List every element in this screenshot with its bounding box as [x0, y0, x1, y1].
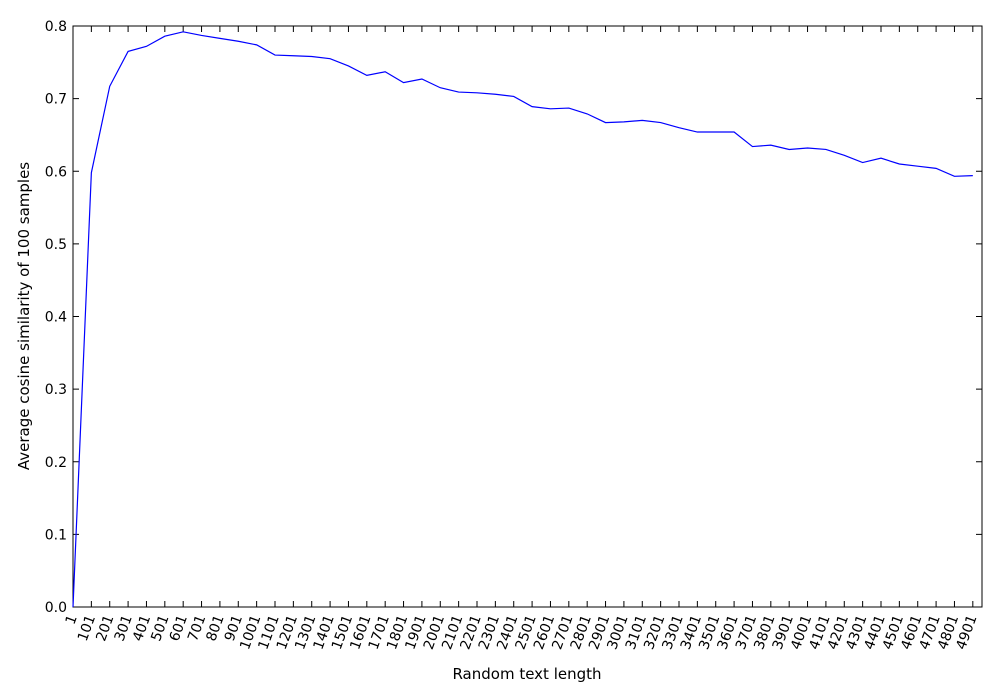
data-point: [935, 167, 937, 169]
data-point: [513, 95, 515, 97]
data-point: [347, 65, 349, 67]
y-tick-label: 0.6: [45, 164, 67, 180]
x-tick-label: 1: [63, 613, 81, 627]
y-tick-label: 0.4: [45, 310, 67, 326]
data-point: [201, 34, 203, 36]
plot-area: [72, 25, 983, 608]
data-point: [145, 45, 147, 47]
data-point: [733, 131, 735, 133]
data-point: [403, 82, 405, 84]
data-point: [917, 165, 919, 167]
data-point: [696, 131, 698, 133]
data-point: [274, 54, 276, 56]
data-point: [843, 154, 845, 156]
data-point: [256, 44, 258, 46]
series-line: [72, 31, 973, 608]
data-point: [439, 87, 441, 89]
data-point: [219, 37, 221, 39]
data-point: [862, 162, 864, 164]
data-point: [421, 78, 423, 80]
y-axis-title: Average cosine similarity of 100 samples: [15, 162, 33, 470]
data-point: [109, 85, 111, 87]
data-point: [641, 119, 643, 121]
data-point: [458, 91, 460, 93]
y-tick-label: 0.0: [45, 600, 67, 616]
data-point: [329, 58, 331, 60]
data-point: [237, 40, 239, 42]
data-point: [72, 606, 74, 608]
x-axis-title: Random text length: [452, 665, 601, 683]
data-point: [807, 147, 809, 149]
data-point: [568, 107, 570, 109]
data-point: [660, 122, 662, 124]
data-point: [531, 106, 533, 108]
data-point: [751, 146, 753, 148]
x-axis: 1101201301401501601701801901100111011201…: [63, 26, 981, 652]
y-tick-label: 0.2: [45, 455, 67, 471]
data-point: [825, 148, 827, 150]
data-point: [953, 175, 955, 177]
data-point: [494, 93, 496, 95]
data-point: [127, 50, 129, 52]
data-point: [549, 108, 551, 110]
data-point: [311, 56, 313, 58]
y-tick-label: 0.3: [45, 382, 67, 398]
y-axis: 0.0 0.1 0.2 0.3 0.4 0.5 0.6 0.7 0.8: [45, 19, 982, 616]
data-point: [770, 144, 772, 146]
data-point: [880, 157, 882, 159]
data-point: [972, 175, 974, 177]
data-point: [623, 121, 625, 123]
data-point: [292, 55, 294, 57]
data-point: [715, 131, 717, 133]
data-point: [476, 92, 478, 94]
data-point: [164, 35, 166, 37]
data-point: [788, 148, 790, 150]
data-point: [898, 163, 900, 165]
data-point: [366, 74, 368, 76]
y-tick-label: 0.5: [45, 237, 67, 253]
data-point: [90, 172, 92, 174]
data-point: [678, 127, 680, 129]
data-point: [182, 31, 184, 33]
y-tick-label: 0.8: [45, 19, 67, 35]
y-tick-label: 0.1: [45, 527, 67, 543]
y-tick-label: 0.7: [45, 92, 67, 108]
data-point: [586, 113, 588, 115]
data-point: [384, 71, 386, 73]
data-point: [605, 122, 607, 124]
